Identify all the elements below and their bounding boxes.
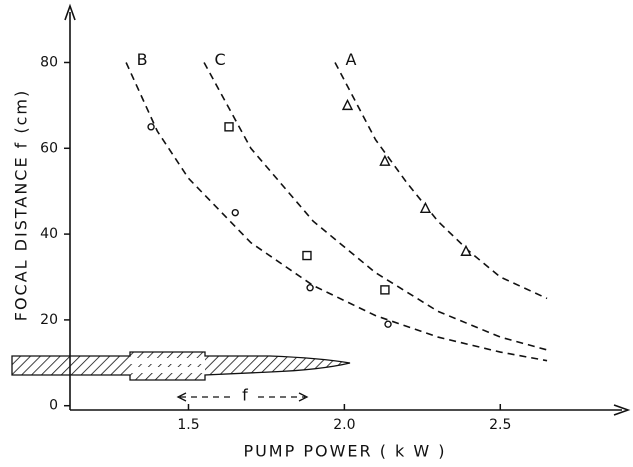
y-tick-label: 0 xyxy=(49,398,58,414)
x-arrow xyxy=(613,404,631,416)
point xyxy=(419,201,432,214)
f-arrow-head xyxy=(298,392,309,402)
point xyxy=(379,154,391,166)
y-tick-label: 60 xyxy=(40,140,58,156)
beam xyxy=(11,351,351,381)
point xyxy=(302,250,312,261)
y-tick-label: 20 xyxy=(40,312,58,328)
fit-curve xyxy=(125,62,548,362)
curve-label: B xyxy=(137,50,148,69)
fit-curve xyxy=(203,62,548,351)
point xyxy=(384,320,392,328)
curve-label: A xyxy=(346,50,357,69)
axes xyxy=(64,3,631,416)
point xyxy=(224,122,234,132)
f-arrow-head xyxy=(176,392,187,402)
point xyxy=(380,285,390,295)
y-arrow xyxy=(64,3,76,21)
inset-label: f xyxy=(242,386,248,405)
y-tick-label: 80 xyxy=(40,54,58,70)
y-tick-label: 40 xyxy=(40,226,58,242)
x-tick-label: 2.5 xyxy=(489,417,511,433)
point xyxy=(231,208,239,217)
fit-curve xyxy=(334,62,548,300)
inset xyxy=(11,351,351,402)
point xyxy=(460,244,472,256)
x-tick-label: 2.0 xyxy=(333,417,355,433)
point xyxy=(341,98,354,111)
point xyxy=(147,123,155,131)
curve-label: C xyxy=(214,50,225,69)
x-tick-label: 1.5 xyxy=(177,417,199,433)
y-axis-label: FOCAL DISTANCE f (cm) xyxy=(12,89,31,322)
point xyxy=(306,284,314,292)
x-axis-label: PUMP POWER ( k W ) xyxy=(243,442,446,461)
